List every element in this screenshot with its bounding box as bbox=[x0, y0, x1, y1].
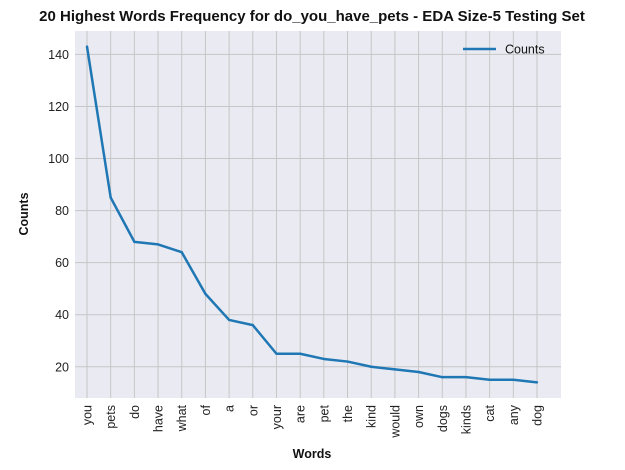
legend: Counts bbox=[463, 43, 545, 57]
legend-label: Counts bbox=[505, 43, 545, 57]
x-tick-label: pet bbox=[317, 404, 331, 422]
data-point bbox=[441, 375, 444, 379]
x-tick-label: pets bbox=[104, 405, 118, 429]
data-point bbox=[298, 352, 302, 355]
x-tick-label: are bbox=[294, 405, 308, 423]
y-tick-label: 100 bbox=[48, 152, 69, 166]
data-point bbox=[322, 357, 326, 361]
data-point bbox=[488, 378, 491, 381]
data-point bbox=[535, 381, 539, 384]
x-tick-labels: you pets do have what of a or your are pet the kind w… bbox=[81, 404, 545, 438]
y-tick-label: 120 bbox=[48, 100, 69, 114]
x-tick-label: would bbox=[388, 405, 402, 439]
x-tick-label: a bbox=[223, 405, 237, 412]
data-point bbox=[512, 378, 515, 381]
x-axis-label: Words bbox=[293, 447, 332, 461]
x-tick-label: cat bbox=[483, 404, 497, 421]
y-grid bbox=[75, 53, 561, 368]
x-tick-label: have bbox=[152, 405, 166, 432]
series-line-counts bbox=[85, 46, 538, 384]
data-point bbox=[251, 323, 254, 327]
x-tick-label: what bbox=[175, 404, 189, 432]
x-tick-label: kind bbox=[365, 405, 379, 428]
x-grid bbox=[86, 31, 538, 398]
data-point bbox=[464, 375, 468, 379]
y-tick-label: 80 bbox=[55, 204, 69, 218]
data-point bbox=[346, 360, 349, 363]
data-point bbox=[204, 292, 207, 296]
x-tick-label: your bbox=[270, 405, 284, 429]
data-point bbox=[180, 251, 183, 254]
y-tick-label: 20 bbox=[55, 360, 69, 374]
y-tick-label: 60 bbox=[55, 256, 69, 270]
data-point bbox=[227, 318, 231, 322]
y-axis-label: Counts bbox=[17, 192, 31, 235]
data-point bbox=[417, 370, 420, 374]
y-tick-labels: 20 40 60 80 100 120 140 bbox=[48, 48, 69, 374]
chart-title: 20 Highest Words Frequency for do_you_ha… bbox=[39, 8, 585, 25]
y-tick-label: 140 bbox=[48, 48, 69, 62]
data-point bbox=[156, 243, 160, 246]
data-point bbox=[370, 365, 373, 368]
data-point bbox=[275, 352, 278, 355]
x-tick-label: of bbox=[199, 404, 213, 415]
x-tick-label: dog bbox=[531, 405, 545, 426]
x-tick-label: or bbox=[246, 405, 260, 416]
data-point bbox=[393, 368, 397, 371]
plot-area bbox=[75, 31, 561, 398]
x-tick-label: kinds bbox=[459, 405, 473, 434]
x-tick-label: dogs bbox=[436, 405, 450, 432]
x-tick-label: own bbox=[412, 405, 426, 428]
series-layer bbox=[85, 45, 539, 384]
data-point bbox=[133, 240, 136, 244]
x-tick-label: the bbox=[341, 405, 355, 422]
data-point bbox=[109, 196, 112, 199]
y-tick-label: 40 bbox=[55, 308, 69, 322]
data-point bbox=[85, 45, 89, 48]
x-tick-label: do bbox=[128, 405, 142, 419]
x-tick-label: any bbox=[507, 404, 521, 425]
x-tick-label: you bbox=[81, 405, 95, 425]
